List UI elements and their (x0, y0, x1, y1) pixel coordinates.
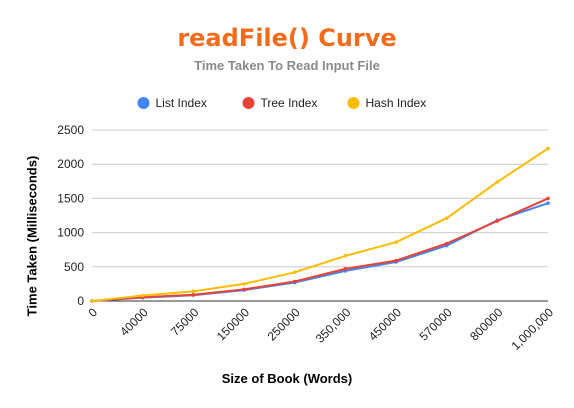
series-line-list-index (91, 202, 549, 302)
data-point (292, 270, 297, 275)
data-point (444, 216, 449, 221)
legend-marker (242, 97, 255, 109)
y-tick-label: 0 (77, 294, 84, 308)
legend-marker (137, 97, 150, 109)
x-tick-label: 75000 (168, 305, 202, 339)
data-point (394, 258, 398, 263)
data-point (495, 180, 500, 184)
chart-subtitle: Time Taken To Read Input File (194, 58, 380, 73)
data-point (546, 196, 550, 201)
data-point (495, 219, 500, 223)
data-point (191, 293, 196, 297)
y-tick-label: 1500 (57, 191, 84, 205)
y-tick-label: 2000 (57, 157, 84, 171)
data-point (546, 201, 550, 205)
chart-title: readFile() Curve (177, 24, 397, 52)
x-tick-label: 350,000 (313, 305, 354, 346)
data-point (242, 287, 246, 292)
legend-entry: Tree Index (261, 96, 318, 110)
series-line-hash-index (91, 147, 549, 302)
x-axis-label: Size of Book (Words) (221, 371, 353, 386)
data-point (546, 146, 550, 151)
data-point (242, 282, 246, 286)
x-tick-label: 250000 (265, 305, 303, 343)
data-point (140, 293, 145, 298)
data-point (394, 240, 398, 244)
data-point (191, 289, 196, 294)
data-point (90, 299, 94, 303)
x-tick-label: 800000 (467, 305, 505, 343)
data-point (343, 254, 348, 258)
x-tick-label: 570000 (417, 305, 455, 343)
x-tick-label: 0 (85, 305, 100, 320)
x-tick-label: 150000 (214, 305, 252, 343)
x-tick-label: 40000 (117, 305, 151, 339)
y-tick-label: 2500 (57, 123, 84, 137)
data-point (343, 267, 348, 271)
y-axis-label: Time Taken (Milliseconds) (24, 155, 40, 317)
x-tick-label: 1,000,000 (508, 305, 556, 353)
y-tick-label: 500 (64, 260, 84, 274)
series-line-tree-index (91, 197, 549, 302)
y-tick-label: 1000 (57, 226, 84, 240)
data-point (444, 241, 449, 246)
data-point (292, 279, 297, 284)
legend-entry: Hash Index (366, 96, 427, 110)
legend-marker (347, 97, 360, 109)
x-tick-label: 450000 (366, 305, 404, 343)
legend-entry: List Index (156, 96, 207, 110)
